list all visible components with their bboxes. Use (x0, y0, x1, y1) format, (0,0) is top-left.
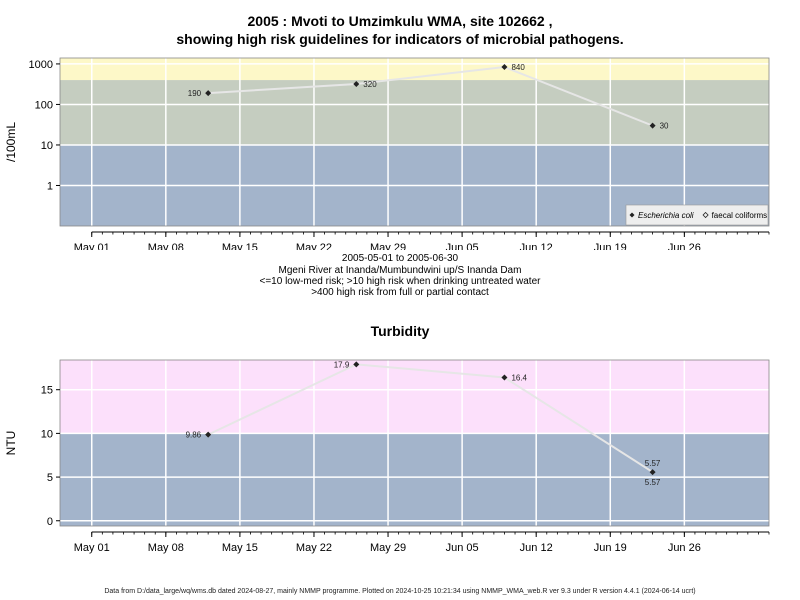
y-tick-label-0: 1 (47, 180, 53, 192)
risk-band-1 (60, 360, 769, 434)
data-source-footer: Data from D:/data_large/wq/wms.db dated … (104, 588, 696, 595)
data-point-0 (205, 431, 212, 438)
caption-risk-drinking: <=10 low-med risk; >10 high risk when dr… (259, 276, 541, 287)
x-tick-label-0: May 01 (74, 542, 110, 554)
data-label-1: 320 (363, 80, 377, 89)
risk-band-0 (60, 433, 769, 526)
x-tick-label-5: Jun 05 (446, 242, 479, 250)
y-tick-label-3: 15 (41, 385, 53, 397)
x-tick-label-4: May 29 (370, 542, 406, 554)
x-tick-label-3: May 22 (296, 542, 332, 554)
data-label-0: 190 (188, 89, 202, 98)
y-tick-label-3: 1000 (29, 59, 53, 71)
data-point-1 (353, 361, 360, 368)
x-tick-label-6: Jun 12 (520, 542, 553, 554)
legend-marker-0 (629, 212, 635, 218)
y-axis-label: NTU (4, 431, 18, 456)
data-point-3 (649, 122, 656, 129)
x-tick-label-2: May 15 (222, 242, 258, 250)
plot-frame (59, 57, 770, 227)
x-tick-label-1: May 08 (148, 242, 184, 250)
data-label-3: 30 (660, 122, 669, 131)
y-tick-label-1: 10 (41, 140, 53, 152)
y-tick-label-2: 100 (35, 99, 53, 111)
caption-date-range: 2005-05-01 to 2005-06-30 (341, 253, 459, 264)
microbial-chart: 1 10 100 1000 May 01 May 08 May 15 May 22 May 29… (4, 57, 770, 250)
x-tick-label-1: May 08 (148, 542, 184, 554)
x-tick-label-0: May 01 (74, 242, 110, 250)
plot-frame (59, 359, 770, 527)
legend-label-0: Escherichia coli (638, 211, 694, 220)
data-label-2: 16.4 (511, 373, 527, 382)
data-label-2: 840 (511, 63, 525, 72)
chart-title-line-1: 2005 : Mvoti to Umzimkulu WMA, site 1026… (247, 13, 553, 29)
risk-band-1 (60, 80, 769, 145)
caption-site-name: Mgeni River at Inanda/Mumbundwini up/S I… (278, 265, 522, 276)
caption-risk-contact: >400 high risk from full or partial cont… (311, 287, 489, 298)
x-tick-label-7: Jun 19 (594, 242, 627, 250)
series-line-0 (208, 65, 653, 127)
legend-label-1: faecal coliforms (712, 211, 768, 220)
turbidity-chart: 0 5 10 15 May 01 May 08 May 15 May 22 May 29 Jun … (4, 359, 770, 554)
y-tick-label-1: 5 (47, 472, 53, 484)
x-tick-label-8: Jun 26 (668, 242, 701, 250)
turbidity-chart-title: Turbidity (370, 323, 430, 339)
y-tick-label-2: 10 (41, 428, 53, 440)
y-axis-label: /100mL (4, 122, 18, 162)
series-line-0 (207, 363, 654, 473)
data-label-0: 9.86 (186, 431, 202, 440)
x-tick-label-5: Jun 05 (446, 542, 479, 554)
x-tick-label-2: May 15 (222, 542, 258, 554)
y-tick-label-0: 0 (47, 516, 53, 528)
x-tick-label-7: Jun 19 (594, 542, 627, 554)
data-label-1: 17.9 (334, 360, 350, 369)
data-point-1 (353, 80, 360, 87)
x-tick-label-6: Jun 12 (520, 242, 553, 250)
data-point-2 (501, 374, 508, 381)
x-tick-label-4: May 29 (370, 242, 406, 250)
data-label-3: 5.57 (645, 459, 661, 468)
data-point-3 (649, 469, 656, 476)
data-label-4: 5.57 (645, 478, 661, 487)
data-point-2 (501, 63, 508, 70)
chart-title-line-2: showing high risk guidelines for indicat… (176, 31, 624, 47)
x-tick-label-3: May 22 (296, 242, 332, 250)
x-tick-label-8: Jun 26 (668, 542, 701, 554)
data-point-0 (205, 90, 212, 97)
legend-box (625, 204, 769, 226)
legend-marker-1 (702, 211, 709, 219)
